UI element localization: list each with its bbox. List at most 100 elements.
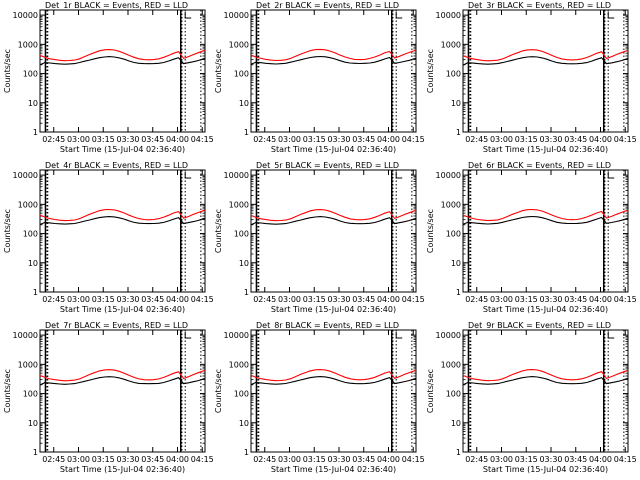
x-tick-label: 04:00 — [166, 295, 189, 304]
x-tick-label: 03:45 — [564, 295, 587, 304]
panel-6: Det_6r BLACK = Events, RED = LLD 1 10 100 10… — [426, 161, 637, 314]
x-tick-label: 03:30 — [539, 295, 562, 304]
x-tick-label: 04:00 — [377, 455, 400, 464]
x-tick-label: 03:30 — [327, 135, 350, 144]
y-tick-label: 10 — [239, 99, 249, 108]
y-tick-label: 100 — [23, 230, 38, 239]
x-tick-label: 03:45 — [564, 135, 587, 144]
y-tick-label: 100 — [23, 390, 38, 399]
x-tick-label: 03:45 — [352, 295, 375, 304]
x-tick-label: 03:45 — [141, 455, 164, 464]
y-axis-label: Counts/sec — [426, 49, 435, 93]
x-tick-label: 04:00 — [377, 135, 400, 144]
y-tick-label: 1 — [33, 288, 38, 297]
x-tick-label: 04:15 — [402, 455, 425, 464]
x-tick-label: 03:45 — [141, 295, 164, 304]
x-tick-label: 02:45 — [42, 295, 65, 304]
x-tick-label: 04:15 — [402, 295, 425, 304]
plot-frame — [462, 169, 629, 293]
panel-4: Det_4r BLACK = Events, RED = LLD 1 10 100 10… — [3, 161, 214, 314]
panel-title: Det_7r BLACK = Events, RED = LLD — [45, 321, 188, 330]
y-tick-label: 1000 — [441, 360, 461, 369]
y-axis-label: Counts/sec — [214, 369, 223, 413]
y-tick-label: 100 — [23, 70, 38, 79]
x-tick-label: 03:45 — [352, 455, 375, 464]
x-axis-label: Start Time (15-Jul-04 02:36:40) — [60, 145, 185, 154]
y-axis-label: Counts/sec — [3, 369, 12, 413]
y-axis-label: Counts/sec — [3, 49, 12, 93]
panel-3: Det_3r BLACK = Events, RED = LLD 1 10 100 10… — [426, 1, 637, 154]
y-tick-label: 1000 — [229, 40, 249, 49]
y-tick-label: 1000 — [441, 40, 461, 49]
y-tick-label: 1000 — [229, 360, 249, 369]
y-tick-label: 100 — [234, 390, 249, 399]
x-tick-label: 04:00 — [589, 135, 612, 144]
x-tick-label: 03:00 — [67, 135, 90, 144]
range-bracket — [607, 12, 615, 19]
panel-8: Det_8r BLACK = Events, RED = LLD 1 10 100 10… — [214, 321, 425, 474]
y-tick-label: 100 — [234, 230, 249, 239]
y-axis-label: Counts/sec — [3, 209, 12, 253]
range-bracket — [607, 332, 615, 339]
range-bracket — [184, 172, 192, 179]
x-axis-label: Start Time (15-Jul-04 02:36:40) — [60, 305, 185, 314]
y-tick-label: 10000 — [224, 171, 249, 180]
x-tick-label: 02:45 — [42, 455, 65, 464]
y-tick-label: 10 — [451, 419, 461, 428]
x-tick-label: 02:45 — [465, 295, 488, 304]
series-line-events — [250, 55, 417, 65]
y-axis-label: Counts/sec — [214, 49, 223, 93]
series-line-lld — [462, 208, 629, 222]
x-tick-label: 03:15 — [515, 295, 538, 304]
y-tick-label: 100 — [446, 390, 461, 399]
y-tick-label: 1000 — [441, 200, 461, 209]
y-tick-label: 100 — [446, 230, 461, 239]
x-tick-label: 04:00 — [166, 455, 189, 464]
series-line-lld — [250, 369, 417, 382]
series-line-events — [39, 56, 206, 66]
x-tick-label: 03:15 — [515, 455, 538, 464]
plot-frame — [39, 329, 206, 453]
panel-title: Det_5r BLACK = Events, RED = LLD — [256, 161, 399, 170]
y-tick-label: 10000 — [13, 331, 38, 340]
series-line-lld — [462, 369, 629, 382]
y-tick-label: 100 — [446, 70, 461, 79]
panel-title: Det_1r BLACK = Events, RED = LLD — [45, 1, 188, 10]
series-line-events — [250, 216, 417, 226]
x-tick-label: 03:00 — [490, 135, 513, 144]
panel-title: Det_6r BLACK = Events, RED = LLD — [468, 161, 611, 170]
x-tick-label: 03:15 — [303, 455, 326, 464]
x-tick-label: 04:15 — [614, 455, 637, 464]
y-tick-label: 10000 — [436, 11, 461, 20]
x-tick-label: 04:00 — [589, 295, 612, 304]
x-tick-label: 04:15 — [191, 455, 214, 464]
y-tick-label: 1 — [244, 288, 249, 297]
x-axis-label: Start Time (15-Jul-04 02:36:40) — [271, 305, 396, 314]
plot-frame — [250, 9, 417, 133]
x-tick-label: 03:15 — [92, 455, 115, 464]
x-tick-label: 03:30 — [327, 295, 350, 304]
y-tick-label: 10 — [28, 419, 38, 428]
x-tick-label: 03:00 — [278, 295, 301, 304]
y-axis-label: Counts/sec — [214, 209, 223, 253]
x-tick-label: 02:45 — [253, 455, 276, 464]
x-tick-label: 03:45 — [141, 135, 164, 144]
y-tick-label: 10000 — [13, 171, 38, 180]
x-tick-label: 03:30 — [116, 295, 139, 304]
y-tick-label: 10 — [239, 419, 249, 428]
x-tick-label: 03:30 — [539, 135, 562, 144]
series-line-lld — [462, 49, 629, 62]
plot-frame — [39, 169, 206, 293]
x-tick-label: 04:15 — [402, 135, 425, 144]
y-tick-label: 10000 — [224, 331, 249, 340]
panel-title: Det_4r BLACK = Events, RED = LLD — [45, 161, 188, 170]
y-tick-label: 100 — [234, 70, 249, 79]
x-axis-label: Start Time (15-Jul-04 02:36:40) — [483, 465, 608, 474]
y-tick-label: 1 — [33, 128, 38, 137]
x-tick-label: 02:45 — [465, 135, 488, 144]
x-tick-label: 03:45 — [352, 135, 375, 144]
range-bracket — [395, 172, 403, 179]
y-tick-label: 10 — [451, 259, 461, 268]
series-line-events — [462, 215, 629, 225]
x-tick-label: 04:00 — [166, 135, 189, 144]
